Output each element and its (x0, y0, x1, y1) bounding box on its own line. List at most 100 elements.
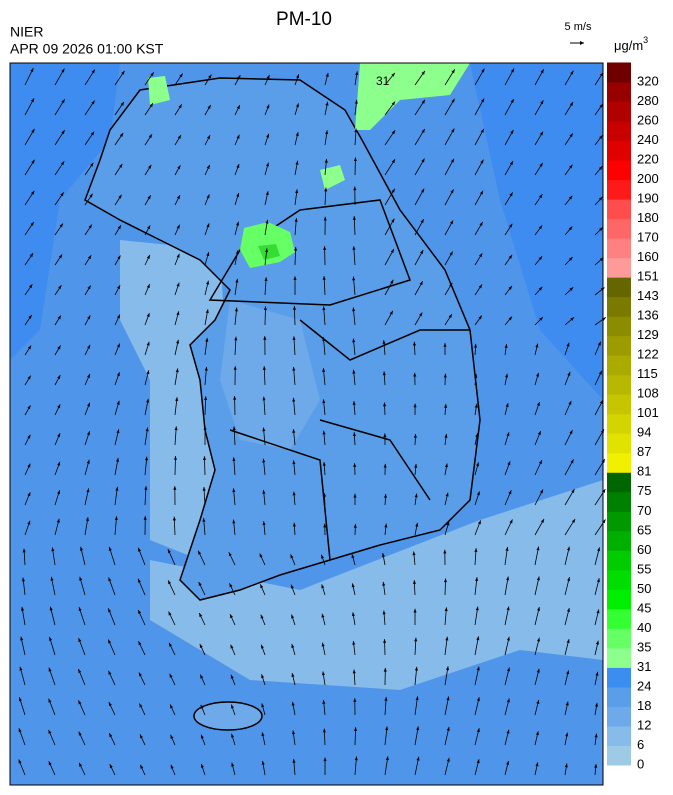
wind-arrow-head (597, 547, 601, 552)
wind-arrow-head (391, 130, 396, 135)
wind-arrow-head (207, 104, 211, 109)
color-bin (607, 374, 631, 395)
wind-arrow-head (262, 458, 266, 463)
wind-arrow-head (506, 729, 510, 734)
wind-arrow-head (476, 666, 480, 671)
color-bin (607, 413, 631, 434)
wind-arrow-head (419, 312, 423, 317)
wind-arrow-head (443, 373, 447, 378)
color-bin (607, 121, 631, 142)
wind-arrow-head (538, 256, 543, 261)
wind-arrow-head (90, 162, 94, 167)
wind-arrow-head (90, 131, 95, 136)
sea-dark (470, 63, 603, 400)
wind-arrow-head (510, 68, 515, 73)
unit: μg/m3 (614, 35, 648, 53)
wind-arrow-head (415, 696, 419, 701)
wind-arrow-head (385, 756, 389, 761)
wind-arrow-head (383, 463, 387, 468)
color-bin (607, 82, 631, 103)
legend-label: 12 (637, 717, 651, 732)
wind-arrow-head (168, 580, 172, 585)
wind-arrow-head (260, 614, 264, 619)
wind-arrow-head (449, 251, 453, 256)
legend-label: 143 (637, 288, 659, 303)
wind-arrow-head (229, 583, 233, 588)
wind-arrow-head (108, 608, 112, 613)
color-bin (607, 394, 631, 415)
wind-arrow-head (322, 399, 326, 404)
wind-arrow-head (27, 492, 31, 497)
wind-arrow-head (538, 286, 543, 291)
wind-arrow-head (420, 250, 424, 254)
wind-arrow-head (537, 431, 541, 436)
wind-arrow-head (322, 699, 326, 704)
wind-arrow-head (204, 396, 208, 400)
wind-arrow-head (48, 667, 52, 672)
wind-arrow-head (351, 612, 355, 617)
wind-arrow-head (598, 166, 603, 170)
wind-arrow-head (504, 344, 508, 348)
wind-arrow-head (260, 584, 264, 589)
wind-arrow-head (206, 223, 210, 228)
pm-high (355, 63, 470, 130)
wind-arrow-head (569, 430, 573, 435)
wind-arrow-head (450, 189, 454, 194)
wind-arrow-head (567, 371, 571, 376)
wind-arrow-head (57, 375, 61, 380)
color-bin (607, 511, 631, 532)
wind-arrow-head (87, 373, 90, 378)
legend-label: 320 (637, 73, 659, 88)
wind-arrow-head (413, 372, 417, 377)
legend-label: 50 (637, 581, 651, 596)
wind-arrow-head (382, 581, 386, 586)
wind-arrow-head (167, 549, 171, 554)
wind-arrow-head (85, 517, 89, 522)
wind-arrow-head (116, 372, 120, 377)
wind-arrow-head (57, 404, 61, 409)
wind-arrow-head (291, 643, 295, 648)
province-border (229, 319, 470, 561)
wind-arrow-head (237, 75, 241, 79)
wind-arrow-head (566, 342, 570, 347)
wind-arrow-head (451, 69, 455, 74)
wind-arrow-head (479, 190, 484, 195)
wind-arrow-head (570, 459, 574, 464)
color-bin (607, 686, 631, 707)
wind-arrow-head (175, 397, 179, 402)
wind-arrow-head (296, 74, 300, 79)
wind-arrow-head (352, 640, 356, 645)
wind-arrow-head (31, 128, 35, 133)
wind-arrow-head (57, 490, 61, 495)
wind-arrow-head (236, 105, 240, 110)
legend-label: 180 (637, 210, 659, 225)
wind-arrow-head (228, 552, 232, 557)
wind-arrow-head (390, 248, 394, 253)
wind-arrow-head (207, 135, 211, 140)
wind-arrow-head (262, 366, 266, 370)
wind-arrow-head (115, 457, 120, 462)
legend-label: 45 (637, 600, 651, 615)
wind-arrow-head (86, 431, 90, 436)
wind-arrow-head (413, 433, 417, 438)
wind-arrow-head (352, 338, 356, 343)
wind-arrow-head (205, 337, 209, 342)
wind-arrow-head (168, 611, 172, 616)
color-bin (607, 628, 631, 649)
wind-arrow-head (353, 157, 357, 162)
wind-arrow-head (446, 696, 450, 701)
wind-arrow-head (265, 191, 269, 196)
wind-arrow-head (117, 225, 121, 230)
wind-arrow-head (446, 757, 450, 762)
wind-arrow-head (352, 432, 356, 437)
wind-arrow-head (599, 103, 603, 108)
wind-arrow-head (506, 760, 510, 765)
wind-arrow-head (31, 159, 35, 164)
legend-label: 160 (637, 249, 659, 264)
wind-arrow-head (49, 606, 53, 611)
wind-arrow-head (353, 698, 357, 702)
wind-arrow-head (89, 193, 93, 198)
wind-arrow-head (266, 104, 270, 109)
wind-arrow-head (510, 99, 514, 104)
wind-arrow-head (444, 463, 448, 468)
